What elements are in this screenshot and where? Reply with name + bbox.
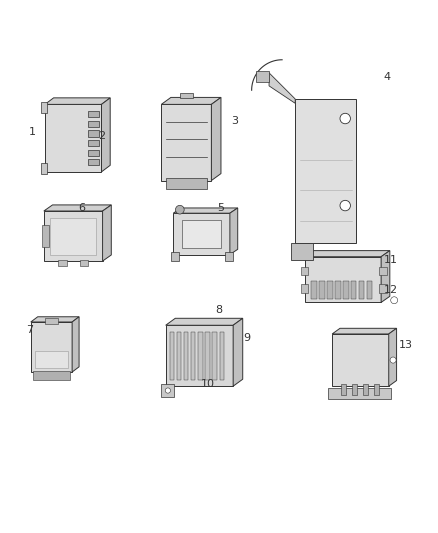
Bar	[311, 281, 317, 299]
Bar	[35, 351, 68, 368]
Bar	[58, 260, 67, 266]
Bar	[182, 220, 221, 248]
Bar	[343, 281, 349, 299]
Polygon shape	[269, 73, 295, 103]
Bar	[33, 371, 70, 380]
Bar	[88, 159, 99, 165]
Bar	[88, 131, 99, 136]
Bar	[219, 332, 224, 379]
Bar	[42, 163, 47, 174]
Bar	[205, 332, 210, 379]
Bar	[161, 104, 212, 181]
Polygon shape	[173, 208, 238, 213]
Bar	[198, 332, 202, 379]
Bar	[374, 384, 379, 395]
Bar	[367, 281, 372, 299]
Bar	[166, 325, 233, 386]
Bar	[170, 332, 174, 379]
Bar	[300, 266, 308, 275]
Bar	[363, 384, 368, 395]
Bar	[379, 266, 387, 275]
Circle shape	[340, 200, 350, 211]
Bar	[50, 217, 96, 255]
Text: 8: 8	[215, 305, 223, 315]
Bar	[88, 140, 99, 146]
Bar	[327, 281, 333, 299]
Polygon shape	[72, 317, 79, 372]
Circle shape	[340, 114, 350, 124]
Bar	[319, 281, 325, 299]
Text: 11: 11	[384, 255, 398, 265]
Bar	[173, 213, 230, 255]
Bar	[180, 93, 193, 98]
Bar	[351, 281, 357, 299]
Text: 1: 1	[28, 126, 35, 136]
Bar	[42, 102, 47, 113]
Bar	[225, 252, 233, 261]
Text: 5: 5	[218, 203, 225, 213]
Text: 10: 10	[201, 379, 215, 389]
Bar	[305, 257, 381, 302]
Text: 4: 4	[383, 72, 390, 82]
Circle shape	[176, 205, 184, 214]
Bar	[88, 150, 99, 156]
Text: 6: 6	[78, 203, 85, 213]
Bar	[31, 322, 72, 372]
Circle shape	[390, 357, 396, 363]
Polygon shape	[44, 205, 111, 211]
Polygon shape	[166, 318, 243, 325]
Polygon shape	[233, 318, 243, 386]
Text: 12: 12	[384, 286, 398, 295]
Bar	[352, 384, 357, 395]
Bar	[166, 179, 207, 189]
Bar	[295, 99, 356, 243]
Bar	[88, 121, 99, 127]
Polygon shape	[102, 98, 110, 172]
Polygon shape	[31, 317, 79, 322]
Bar	[184, 332, 188, 379]
Polygon shape	[389, 328, 396, 386]
Polygon shape	[332, 328, 396, 334]
Bar	[379, 284, 387, 293]
Text: 9: 9	[244, 333, 251, 343]
Bar	[332, 334, 389, 386]
Circle shape	[391, 297, 398, 304]
Bar	[45, 318, 58, 324]
Polygon shape	[230, 208, 238, 255]
Text: 2: 2	[98, 131, 105, 141]
Bar	[300, 284, 308, 293]
Bar	[335, 281, 341, 299]
Bar	[341, 384, 346, 395]
Bar	[80, 260, 88, 266]
Polygon shape	[291, 243, 313, 260]
Text: 13: 13	[399, 340, 413, 350]
Text: 7: 7	[26, 325, 33, 335]
Polygon shape	[102, 205, 111, 261]
Polygon shape	[161, 98, 221, 104]
Bar	[161, 384, 174, 397]
Bar	[328, 389, 391, 399]
Polygon shape	[381, 251, 390, 302]
Bar	[256, 71, 269, 82]
Bar	[177, 332, 181, 379]
Bar	[88, 111, 99, 117]
Bar	[191, 332, 195, 379]
Bar	[359, 281, 364, 299]
Bar	[42, 225, 49, 247]
Bar	[45, 104, 102, 172]
Polygon shape	[305, 251, 390, 257]
Polygon shape	[45, 98, 110, 104]
Text: 3: 3	[231, 116, 238, 126]
Bar	[44, 211, 102, 261]
Circle shape	[165, 388, 170, 393]
Bar	[171, 252, 180, 261]
Bar	[212, 332, 217, 379]
Polygon shape	[212, 98, 221, 181]
